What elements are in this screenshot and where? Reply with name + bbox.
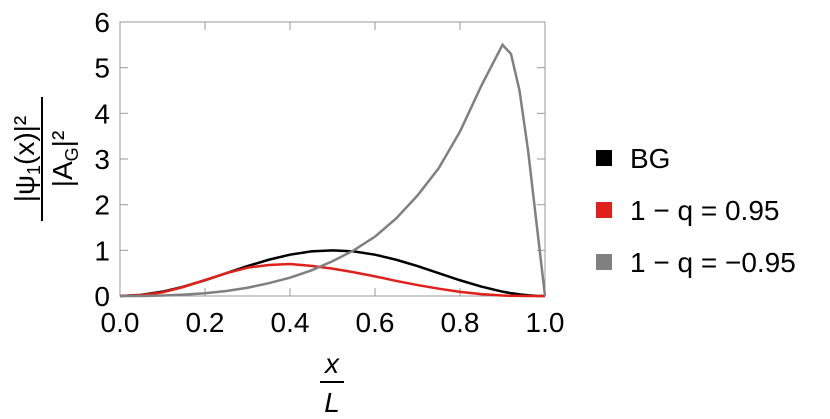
x-tick-label: 0.2: [186, 307, 225, 338]
label-part: 1: [24, 165, 44, 175]
label-part: |A: [47, 161, 78, 187]
y-tick-label: 0: [94, 281, 110, 312]
label-part: G: [62, 147, 82, 161]
series-line: [119, 262, 545, 298]
label-text: |AG|²: [47, 131, 82, 188]
y-tick-label: 2: [94, 190, 110, 221]
series-line: [119, 42, 547, 298]
y-axis-label: |ψ1(x)|²|AG|²: [9, 97, 82, 221]
legend-label: 1 − q = −0.95: [630, 247, 796, 278]
y-tick-label: 3: [94, 144, 110, 175]
label-text: x: [323, 348, 340, 379]
label-part: (x)|²: [9, 116, 40, 165]
label-part: |ψ: [9, 175, 40, 202]
label-text: L: [324, 387, 340, 418]
x-tick-label: 0.6: [356, 307, 395, 338]
legend-label: BG: [630, 143, 670, 174]
legend-label: 1 − q = 0.95: [630, 195, 779, 226]
y-tick-label: 1: [94, 235, 110, 266]
y-tick-label: 4: [94, 98, 110, 129]
x-tick-label: 1.0: [526, 307, 565, 338]
x-tick-label: 0.0: [101, 307, 140, 338]
y-tick-label: 5: [94, 53, 110, 84]
x-tick-label: 0.8: [441, 307, 480, 338]
legend-swatch: [596, 254, 612, 270]
y-tick-label: 6: [94, 7, 110, 38]
series-line: [119, 249, 546, 298]
x-tick-label: 0.4: [271, 307, 310, 338]
x-axis-label: xL: [320, 348, 344, 418]
legend-swatch: [596, 202, 612, 218]
label-part: |²: [47, 131, 78, 148]
label-text: |ψ1(x)|²: [9, 116, 44, 203]
legend-swatch: [596, 150, 612, 166]
frame: [119, 21, 546, 297]
